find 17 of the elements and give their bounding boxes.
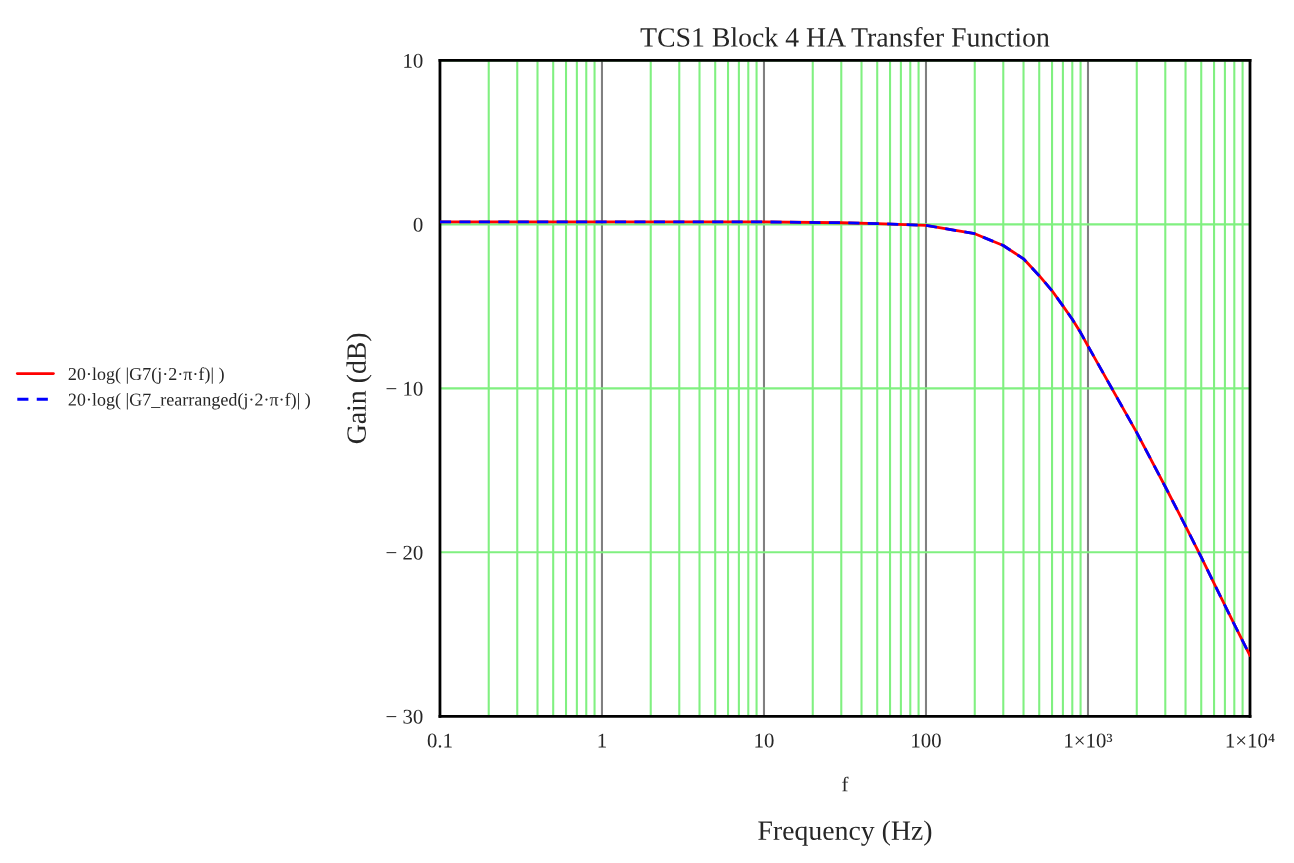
- x-tick-label: 10: [755, 733, 774, 748]
- legend-label: 20·log( |G7_rearranged(j·2·π·f)| ): [68, 392, 310, 410]
- x-tick-label: 1: [598, 733, 606, 748]
- y-tick-label: 0: [413, 217, 423, 232]
- y-tick-label: − 20: [386, 545, 423, 560]
- legend-label: 20·log( |G7(j·2·π·f)| ): [68, 367, 224, 384]
- x-tick-label: 1×10³: [1065, 733, 1113, 748]
- x-tick-label: 1×10⁴: [1226, 733, 1275, 748]
- y-tick-label: − 10: [386, 381, 423, 396]
- text: Frequency (Hz): [758, 820, 932, 846]
- y-tick-label: − 30: [386, 709, 423, 724]
- chart-title: TCS1 Block 4 HA Transfer Function: [640, 26, 1050, 47]
- x-tick-label: 0.1: [427, 733, 452, 748]
- x-tick-label: 100: [912, 733, 941, 748]
- y-axis-title: Gain (dB): [346, 333, 372, 444]
- x-axis-title: f: [842, 776, 849, 792]
- y-tick-label: 10: [404, 53, 423, 68]
